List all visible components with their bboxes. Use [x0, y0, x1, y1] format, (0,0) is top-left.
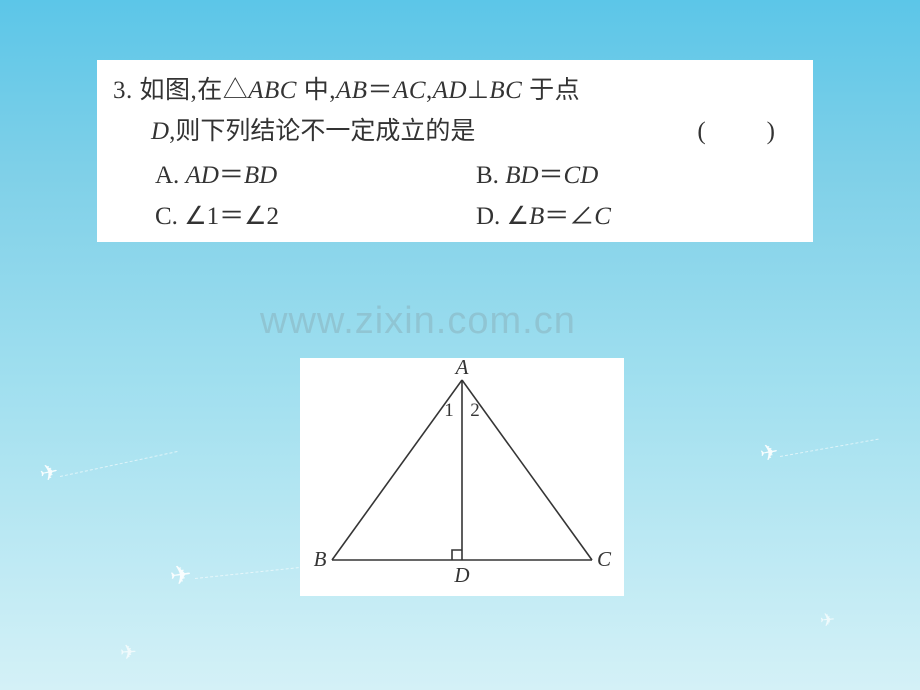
stem-text: 中,: [297, 77, 336, 104]
math-expr: ∠2: [244, 203, 279, 230]
math-var: AD: [186, 162, 219, 189]
stem-text: ,: [426, 77, 433, 104]
math-expr: ∠C: [569, 203, 611, 230]
math-var: BC: [489, 77, 522, 104]
options: A. AD＝BD B. BD＝CD C. ∠1＝∠2 D. ∠B＝∠C: [113, 153, 797, 238]
stem-text: 如图,在△: [140, 77, 249, 104]
paper-plane-icon: ✈: [819, 609, 836, 631]
math-op: ＝: [368, 77, 394, 104]
math-expr: ∠B: [507, 203, 545, 230]
triangle-figure: A B C D 12: [300, 358, 624, 596]
svg-text:D: D: [453, 563, 469, 587]
option-label: D.: [476, 203, 500, 230]
math-var: AB: [336, 77, 368, 104]
math-op: ⊥: [467, 77, 489, 104]
watermark: www.zixin.com.cn: [260, 300, 576, 343]
triangle-svg: A B C D 12: [300, 358, 624, 596]
math-expr: ∠1: [184, 203, 219, 230]
paper-plane-icon: ✈: [168, 559, 194, 593]
svg-text:1: 1: [444, 400, 454, 421]
stem-text: 于点: [522, 77, 580, 104]
option-label: C.: [155, 203, 178, 230]
math-op: ＝: [219, 203, 244, 230]
option-a: A. AD＝BD: [155, 155, 476, 196]
math-var: C: [594, 203, 611, 230]
math-op: ＝: [219, 162, 244, 189]
math-var: CD: [564, 162, 599, 189]
svg-text:C: C: [597, 547, 612, 571]
option-d: D. ∠B＝∠C: [476, 196, 797, 237]
math-var: D: [151, 118, 169, 145]
math-var: AC: [393, 77, 426, 104]
math-var: BD: [505, 162, 538, 189]
option-b: B. BD＝CD: [476, 155, 797, 196]
math-op: ＝: [544, 203, 569, 230]
svg-text:B: B: [314, 547, 327, 571]
paper-plane-icon: ✈: [119, 640, 137, 666]
question-box: 3. 如图,在△ABC 中,AB＝AC,AD⊥BC 于点 D,则下列结论不一定成…: [97, 60, 813, 242]
math-var: AD: [433, 77, 467, 104]
math-var: BD: [244, 162, 277, 189]
svg-text:A: A: [454, 358, 469, 379]
question-number: 3.: [113, 77, 133, 104]
math-op: ＝: [539, 162, 564, 189]
question-stem-line1: 3. 如图,在△ABC 中,AB＝AC,AD⊥BC 于点: [113, 70, 797, 111]
option-label: B.: [476, 162, 499, 189]
math-var: B: [529, 203, 544, 230]
option-label: A.: [155, 162, 179, 189]
triangle-name: ABC: [248, 77, 297, 104]
svg-text:2: 2: [470, 400, 480, 421]
question-stem-line2: D,则下列结论不一定成立的是 ( ): [113, 111, 797, 152]
option-c: C. ∠1＝∠2: [155, 196, 476, 237]
answer-blank: ( ): [697, 111, 797, 152]
stem-text: ,则下列结论不一定成立的是: [169, 118, 475, 145]
